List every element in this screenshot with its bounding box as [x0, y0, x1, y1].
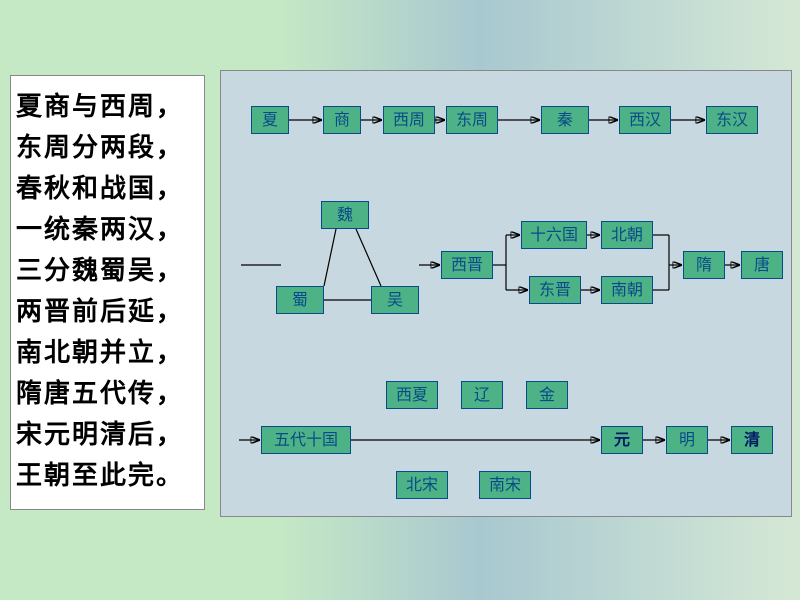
poem-line: 南北朝并立，	[16, 332, 199, 373]
dynasty-node-xijin: 西晋	[441, 251, 493, 279]
dynasty-node-shang: 商	[323, 106, 361, 134]
dynasty-node-xizhou: 西周	[383, 106, 435, 134]
dynasty-node-yuan: 元	[601, 426, 643, 454]
dynasty-node-nansong: 南宋	[479, 471, 531, 499]
dynasty-node-xia: 夏	[251, 106, 289, 134]
poem-line: 三分魏蜀吴，	[16, 250, 199, 291]
dynasty-node-jin: 金	[526, 381, 568, 409]
dynasty-node-dongzhou: 东周	[446, 106, 498, 134]
dynasty-node-ming: 明	[666, 426, 708, 454]
dynasty-flowchart: 夏 商西周东周 秦 西汉 东汉魏蜀 吴西晋十六国东晋北朝南朝 隋唐西夏辽金五代十国 元明清北宋…	[220, 70, 792, 517]
dynasty-node-shiliu: 十六国	[521, 221, 587, 249]
poem-line: 隋唐五代传，	[16, 373, 199, 414]
poem-line: 王朝至此完。	[16, 455, 199, 496]
poem-line: 宋元明清后，	[16, 414, 199, 455]
poem-panel: 夏商与西周， 东周分两段， 春秋和战国， 一统秦两汉， 三分魏蜀吴， 两晋前后延…	[10, 75, 205, 510]
dynasty-node-wu: 吴	[371, 286, 419, 314]
dynasty-node-liao: 辽	[461, 381, 503, 409]
dynasty-node-beisong: 北宋	[396, 471, 448, 499]
dynasty-node-wudai: 五代十国	[261, 426, 351, 454]
dynasty-node-shu: 蜀	[276, 286, 324, 314]
poem-line: 春秋和战国，	[16, 168, 199, 209]
dynasty-node-tang: 唐	[741, 251, 783, 279]
dynasty-node-donghan: 东汉	[706, 106, 758, 134]
poem-line: 两晋前后延，	[16, 291, 199, 332]
dynasty-node-wei: 魏	[321, 201, 369, 229]
dynasty-node-xihan: 西汉	[619, 106, 671, 134]
dynasty-node-nanchao: 南朝	[601, 276, 653, 304]
poem-line: 夏商与西周，	[16, 86, 199, 127]
dynasty-node-xixia: 西夏	[386, 381, 438, 409]
dynasty-node-beichao: 北朝	[601, 221, 653, 249]
poem-line: 一统秦两汉，	[16, 209, 199, 250]
dynasty-node-sui: 隋	[683, 251, 725, 279]
poem-line: 东周分两段，	[16, 127, 199, 168]
dynasty-node-dongjin: 东晋	[529, 276, 581, 304]
dynasty-node-qin: 秦	[541, 106, 589, 134]
dynasty-node-qing: 清	[731, 426, 773, 454]
